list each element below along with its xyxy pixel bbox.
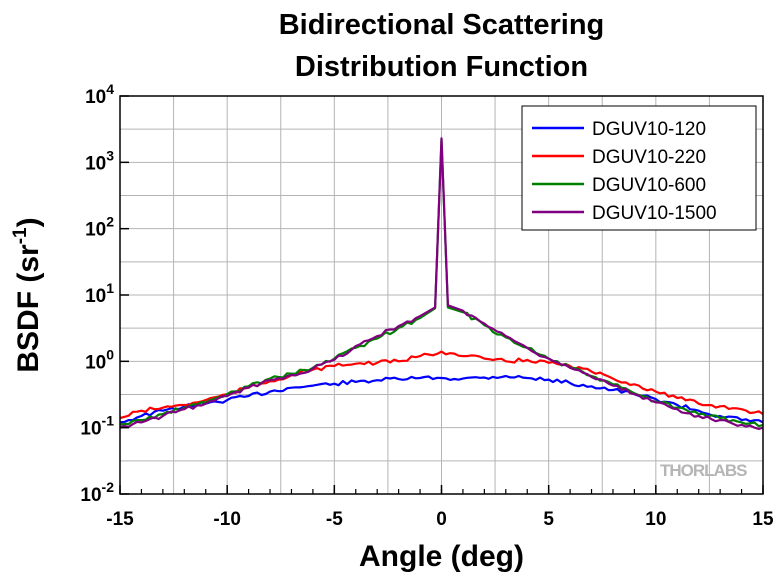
x-tick-label: -5 [326, 509, 343, 530]
y-axis-title: BSDF (sr-1) [10, 217, 45, 372]
legend-label: DGUV10-1500 [592, 203, 717, 224]
y-tick-label: 100 [85, 346, 114, 373]
chart-title-line-2: Distribution Function [294, 51, 589, 83]
x-tick-label: 5 [543, 509, 554, 530]
series-line-dguv10-120 [119, 374, 764, 424]
legend-label: DGUV10-120 [592, 119, 706, 140]
x-tick-label: 15 [752, 509, 774, 530]
y-axis-title-main: BSDF (sr [12, 244, 45, 373]
y-axis-title-superscript: -1 [10, 227, 31, 244]
legend: DGUV10-120 DGUV10-220 DGUV10-600 DGUV10-150… [521, 105, 757, 231]
legend-box [521, 105, 757, 231]
x-tick-label: 10 [645, 509, 666, 530]
x-tick-label: 0 [436, 509, 447, 530]
y-axis-title-suffix: ) [12, 217, 45, 227]
axis-ticks [119, 95, 764, 495]
y-tick-label: 103 [85, 147, 114, 174]
y-tick-label: 102 [85, 214, 114, 241]
y-tick-label: 101 [85, 280, 114, 307]
y-tick-labels: 10-2 10-1 100 101 102 103 104 [80, 81, 114, 506]
chart-title-line-1: Bidirectional Scattering [278, 9, 605, 41]
y-tick-label: 10-2 [80, 479, 114, 506]
x-tick-label: -15 [106, 509, 134, 530]
x-tick-labels: -15 -10 -5 0 5 10 15 [106, 509, 774, 530]
series-line-dguv10-1500 [119, 137, 764, 430]
thorlabs-watermark: THORLABS [660, 461, 747, 480]
x-axis-title: Angle (deg) [359, 540, 524, 573]
x-tick-label: -10 [213, 509, 240, 530]
chart-title: Bidirectional Scattering Distribution Fu… [120, 4, 763, 88]
y-tick-label: 104 [85, 81, 114, 108]
y-tick-label: 10-1 [80, 413, 114, 440]
series-layer [119, 137, 764, 430]
legend-label: DGUV10-600 [592, 175, 706, 196]
legend-label: DGUV10-220 [592, 147, 706, 168]
